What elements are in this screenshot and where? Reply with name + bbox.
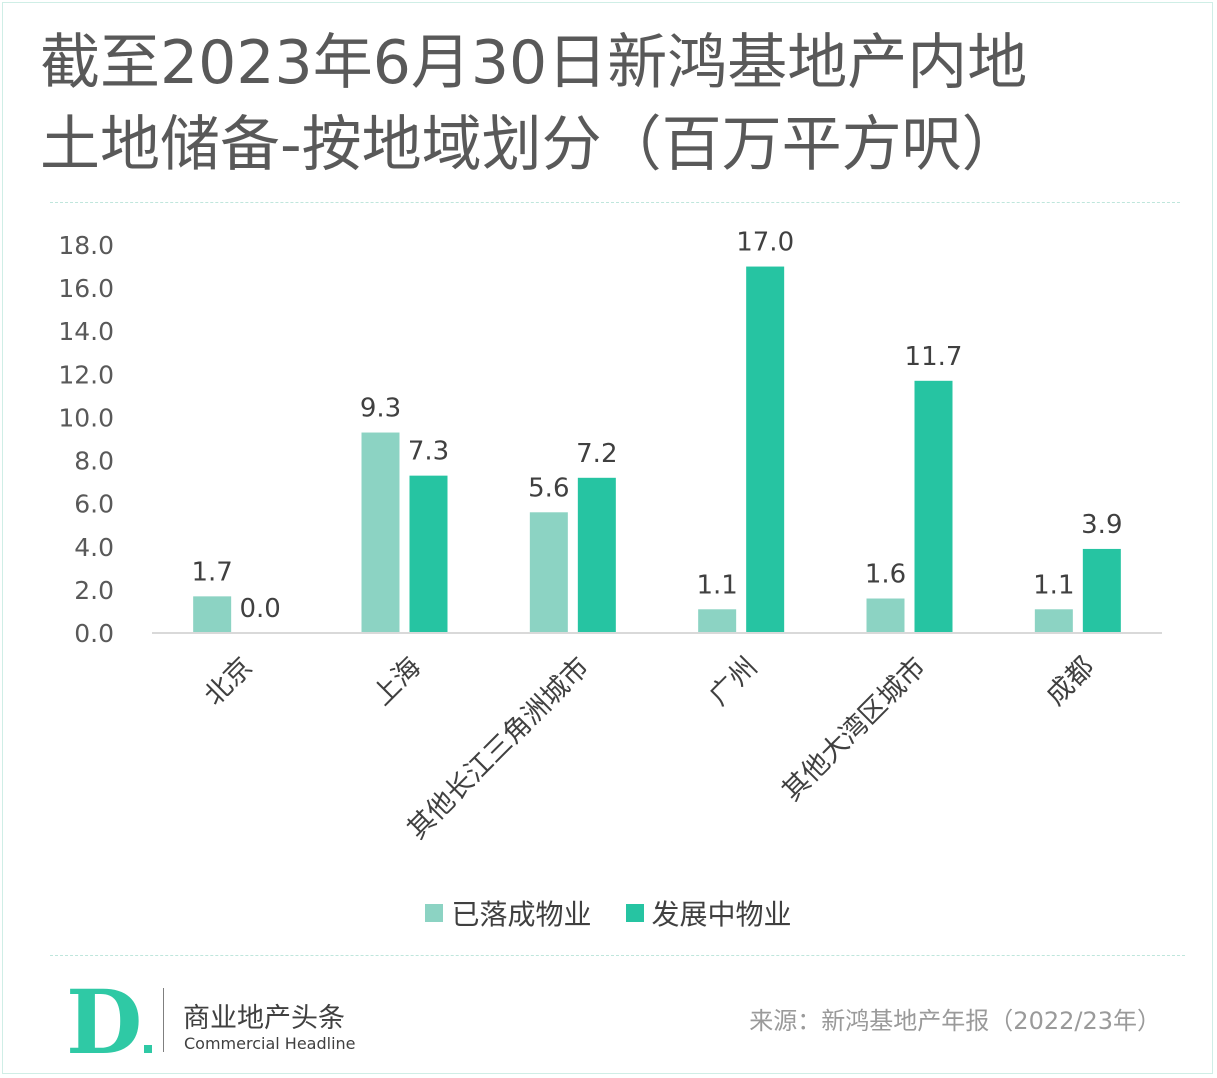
y-tick-label: 10.0 [58,403,114,432]
bottom-divider [50,955,1185,956]
brand-logo-dot [144,1045,152,1053]
bar-completed [193,596,232,633]
bars [193,266,1121,633]
data-label: 7.3 [408,437,449,467]
y-tick-label: 6.0 [74,490,114,519]
data-label: 3.9 [1081,510,1122,540]
chart-title-line-2: 土地储备-按地域划分（百万平方呎） [40,110,1022,180]
brand-name-en: Commercial Headline [184,1034,356,1053]
bar-completed [361,432,400,633]
bar-completed [866,598,905,633]
legend-swatch-completed [425,904,444,922]
legend-item-developing: 发展中物业 [625,893,792,933]
chart-title: 截至2023年6月30日新鸿基地产内地 土地储备-按地域划分（百万平方呎） [40,22,1190,186]
brand-logo-letter: D [66,983,142,1059]
bar-developing [1082,548,1121,633]
bar-developing [746,266,785,633]
bar-chart: 0.02.04.06.08.010.012.014.016.018.0 1.70… [58,228,1162,846]
data-label: 17.0 [736,228,794,258]
data-label: 1.1 [696,570,737,600]
y-tick-label: 18.0 [58,231,114,260]
legend: 已落成物业 发展中物业 [0,893,1217,933]
logo-divider [163,988,164,1052]
x-tick-label: 广州 [704,652,764,712]
x-tick-label: 其他大湾区城市 [776,652,932,808]
y-tick-label: 8.0 [74,447,114,476]
data-label: 7.2 [576,439,617,469]
data-label: 9.3 [360,394,401,424]
brand-logo-icon: D [66,983,152,1059]
y-tick-label: 0.0 [74,619,114,648]
legend-item-completed: 已落成物业 [425,893,592,933]
x-tick-label: 北京 [199,652,259,712]
y-axis: 0.0 2.0 4.0 6.0 8.0 10.0 12.0 14.0 16.0 18.0 [58,231,114,648]
data-label: 1.7 [191,557,232,587]
legend-label-completed: 已落成物业 [451,898,592,931]
data-label: 5.6 [528,473,569,503]
bar-developing [409,475,448,633]
y-tick-label: 2.0 [74,576,114,605]
source-note: 来源：新鸿基地产年报（2022/23年） [749,1007,1161,1035]
data-label: 0.0 [239,594,280,624]
y-tick-label: 16.0 [58,274,114,303]
chart-title-line-1: 截至2023年6月30日新鸿基地产内地 [40,28,1028,98]
bar-completed [698,609,737,633]
data-label: 1.6 [865,560,906,590]
legend-swatch-developing [625,904,644,922]
data-label: 11.7 [905,342,963,372]
y-tick-label: 14.0 [58,317,114,346]
top-divider [50,202,1180,203]
data-label: 1.1 [1033,570,1074,600]
bar-completed [529,512,568,633]
x-tick-label: 成都 [1040,652,1100,712]
legend-label-developing: 发展中物业 [651,898,792,931]
data-labels: 1.70.09.37.35.67.21.117.01.611.71.13.9 [191,228,1122,624]
x-tick-label: 上海 [367,652,427,712]
bar-completed [1034,609,1073,633]
y-tick-label: 12.0 [58,360,114,389]
x-tick-label: 其他长江三角洲城市 [402,652,596,846]
y-tick-label: 4.0 [74,533,114,562]
brand-name-cn: 商业地产头条 [183,1003,345,1034]
bar-developing [577,477,616,633]
bar-developing [914,380,953,633]
